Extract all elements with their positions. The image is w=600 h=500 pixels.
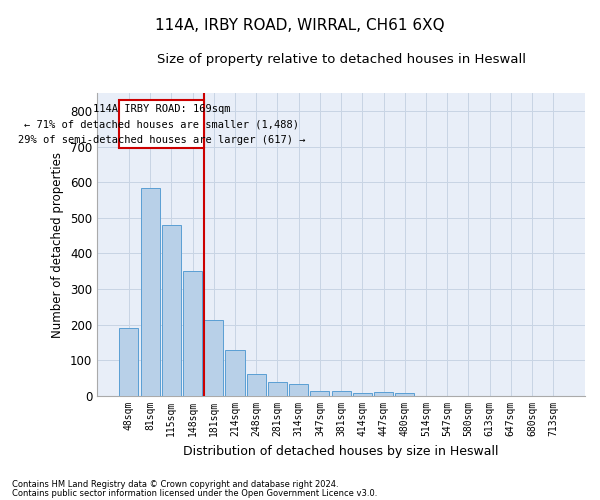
- Bar: [119, 328, 139, 396]
- Bar: [162, 225, 181, 396]
- Text: ← 71% of detached houses are smaller (1,488): ← 71% of detached houses are smaller (1,…: [24, 120, 299, 130]
- Bar: [332, 390, 350, 396]
- Text: Contains HM Land Registry data © Crown copyright and database right 2024.: Contains HM Land Registry data © Crown c…: [12, 480, 338, 489]
- Text: Contains public sector information licensed under the Open Government Licence v3: Contains public sector information licen…: [12, 488, 377, 498]
- Bar: [140, 188, 160, 396]
- Text: 114A, IRBY ROAD, WIRRAL, CH61 6XQ: 114A, IRBY ROAD, WIRRAL, CH61 6XQ: [155, 18, 445, 32]
- Bar: [183, 270, 202, 396]
- Bar: [353, 393, 372, 396]
- Text: 114A IRBY ROAD: 169sqm: 114A IRBY ROAD: 169sqm: [93, 104, 230, 115]
- Bar: [204, 320, 223, 396]
- Bar: [119, 100, 204, 148]
- X-axis label: Distribution of detached houses by size in Heswall: Distribution of detached houses by size …: [184, 444, 499, 458]
- Bar: [247, 374, 266, 396]
- Bar: [226, 350, 245, 396]
- Y-axis label: Number of detached properties: Number of detached properties: [52, 152, 64, 338]
- Bar: [268, 382, 287, 396]
- Bar: [289, 384, 308, 396]
- Bar: [310, 390, 329, 396]
- Text: 29% of semi-detached houses are larger (617) →: 29% of semi-detached houses are larger (…: [18, 134, 305, 144]
- Bar: [395, 393, 414, 396]
- Bar: [374, 392, 393, 396]
- Title: Size of property relative to detached houses in Heswall: Size of property relative to detached ho…: [157, 52, 526, 66]
